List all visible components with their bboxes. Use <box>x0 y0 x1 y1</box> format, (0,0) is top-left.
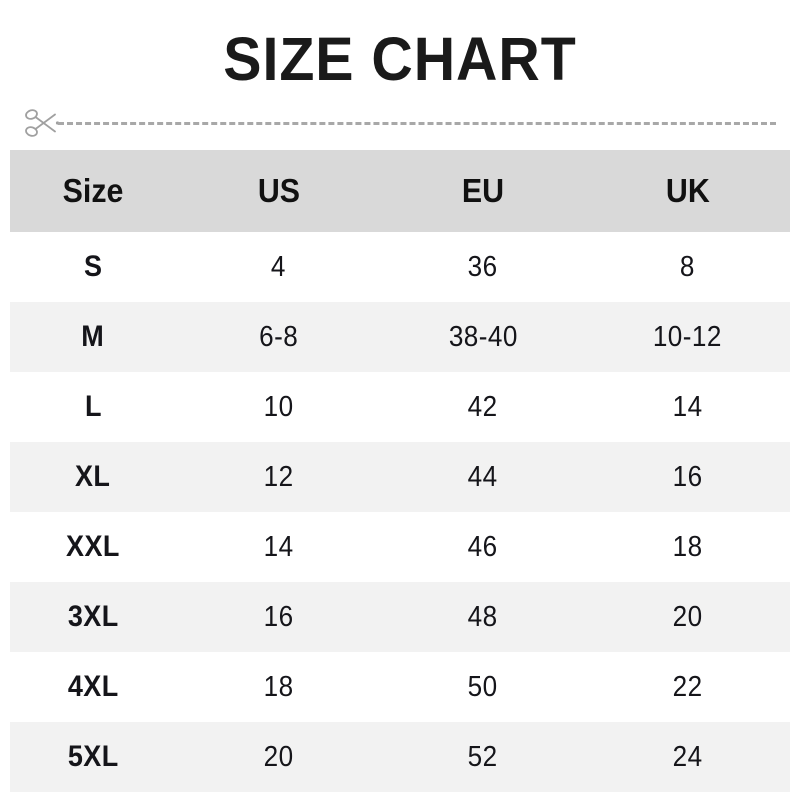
cell-us: 6-8 <box>176 302 381 372</box>
column-header-size-label: Size <box>62 172 124 209</box>
cell-uk-value: 16 <box>672 460 703 493</box>
table-row: 4XL 18 50 22 <box>10 652 790 722</box>
scissors-icon <box>24 106 60 140</box>
table-row: 3XL 16 48 20 <box>10 582 790 652</box>
cell-uk: 24 <box>585 722 790 792</box>
cell-size-value: M <box>81 320 105 353</box>
cell-size-value: 4XL <box>67 670 119 703</box>
cell-size: 5XL <box>10 722 176 792</box>
column-header-uk-label: UK <box>665 172 710 209</box>
cell-eu-value: 52 <box>468 740 498 773</box>
cell-us: 4 <box>176 232 381 302</box>
column-header-eu: EU <box>381 150 585 232</box>
column-header-us: US <box>176 150 381 232</box>
cell-us: 14 <box>176 512 381 582</box>
cell-uk-value: 10-12 <box>652 320 722 353</box>
cell-size-value: XL <box>75 460 111 493</box>
cell-size: XL <box>10 442 176 512</box>
cell-size: S <box>10 232 176 302</box>
cell-us-value: 20 <box>263 740 294 773</box>
column-header-size: Size <box>10 150 176 232</box>
cut-line <box>24 104 776 142</box>
table-row: XL 12 44 16 <box>10 442 790 512</box>
cell-us-value: 4 <box>271 250 286 283</box>
cell-uk-value: 8 <box>680 250 695 283</box>
cell-us-value: 6-8 <box>258 320 299 353</box>
cell-size: L <box>10 372 176 442</box>
cell-us-value: 18 <box>263 670 294 703</box>
table-row: XXL 14 46 18 <box>10 512 790 582</box>
cell-size: M <box>10 302 176 372</box>
table-row: M 6-8 38-40 10-12 <box>10 302 790 372</box>
column-header-us-label: US <box>257 172 300 209</box>
cell-eu-value: 48 <box>468 600 498 633</box>
table-row: 5XL 20 52 24 <box>10 722 790 792</box>
size-chart-table: Size US EU UK S 4 36 8 M 6-8 38-40 10-12… <box>10 150 790 792</box>
cell-eu: 50 <box>381 652 585 722</box>
cell-uk: 18 <box>585 512 790 582</box>
cell-size-value: L <box>84 390 102 423</box>
cell-us: 18 <box>176 652 381 722</box>
cell-uk: 8 <box>585 232 790 302</box>
cell-us-value: 12 <box>263 460 294 493</box>
cell-size-value: S <box>83 250 103 283</box>
cell-eu: 36 <box>381 232 585 302</box>
cell-eu: 38-40 <box>381 302 585 372</box>
cell-us: 10 <box>176 372 381 442</box>
cell-eu: 52 <box>381 722 585 792</box>
cell-uk: 14 <box>585 372 790 442</box>
cell-uk-value: 24 <box>672 740 703 773</box>
cell-size-value: 5XL <box>67 740 119 773</box>
cell-eu: 42 <box>381 372 585 442</box>
cell-uk-value: 22 <box>672 670 703 703</box>
cell-size: 3XL <box>10 582 176 652</box>
cell-uk-value: 18 <box>672 530 703 563</box>
cell-eu-value: 46 <box>468 530 498 563</box>
table-row: S 4 36 8 <box>10 232 790 302</box>
cell-size: XXL <box>10 512 176 582</box>
cell-us-value: 10 <box>263 390 294 423</box>
column-header-eu-label: EU <box>461 172 505 209</box>
cell-size-value: 3XL <box>67 600 119 633</box>
cell-us: 12 <box>176 442 381 512</box>
cell-uk-value: 20 <box>672 600 703 633</box>
column-header-uk: UK <box>585 150 790 232</box>
cell-eu-value: 44 <box>468 460 498 493</box>
cell-eu: 48 <box>381 582 585 652</box>
cut-dashed-line <box>58 121 776 125</box>
cell-eu-value: 36 <box>468 250 498 283</box>
cell-uk: 22 <box>585 652 790 722</box>
cell-eu: 46 <box>381 512 585 582</box>
page-title: SIZE CHART <box>223 25 577 93</box>
cell-us-value: 16 <box>263 600 294 633</box>
cell-uk: 10-12 <box>585 302 790 372</box>
cell-uk-value: 14 <box>672 390 703 423</box>
table-header-row: Size US EU UK <box>10 150 790 232</box>
cell-eu-value: 42 <box>468 390 498 423</box>
cell-uk: 16 <box>585 442 790 512</box>
cell-us: 20 <box>176 722 381 792</box>
cell-eu: 44 <box>381 442 585 512</box>
cell-eu-value: 38-40 <box>448 320 518 353</box>
cell-size: 4XL <box>10 652 176 722</box>
cell-uk: 20 <box>585 582 790 652</box>
cell-us-value: 14 <box>263 530 294 563</box>
cell-eu-value: 50 <box>468 670 498 703</box>
cell-us: 16 <box>176 582 381 652</box>
cell-size-value: XXL <box>66 530 120 563</box>
table-row: L 10 42 14 <box>10 372 790 442</box>
